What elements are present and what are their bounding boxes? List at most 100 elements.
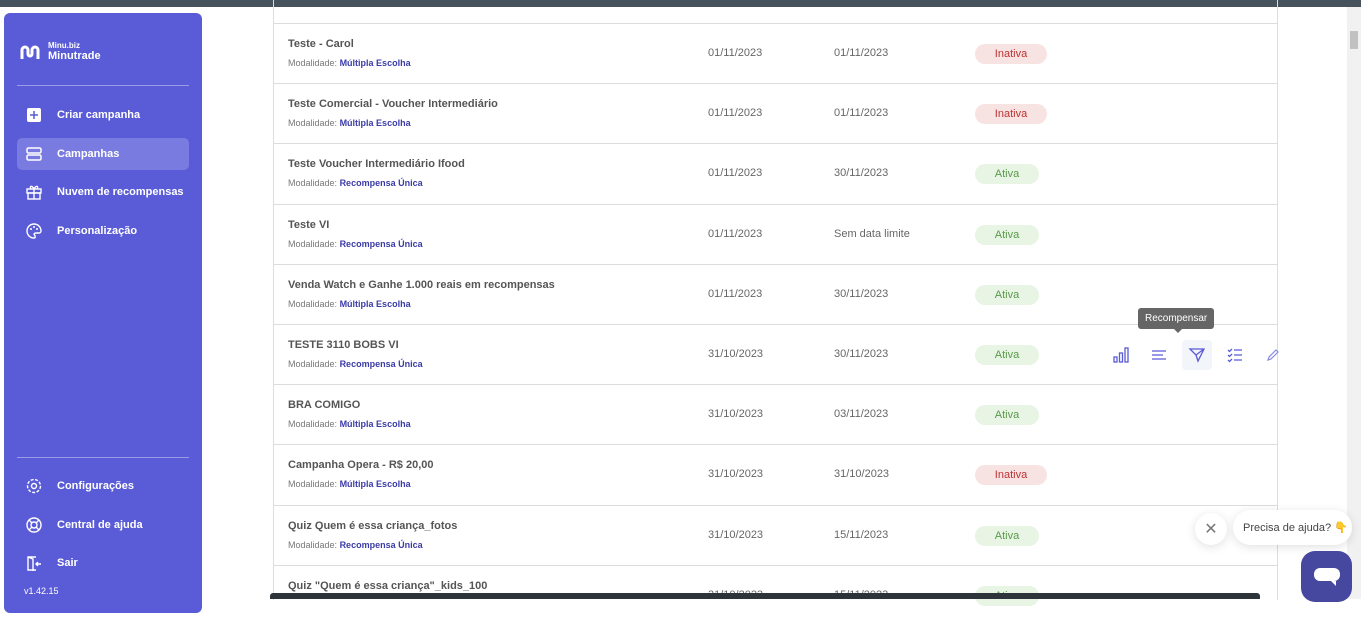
status-badge: Ativa xyxy=(975,224,1039,245)
campaign-table: Teste - Carol Modalidade: Múltipla Escolh… xyxy=(273,0,1279,606)
browser-top-bar xyxy=(0,0,1361,7)
chat-button[interactable] xyxy=(1301,551,1352,602)
end-date: Sem data limite xyxy=(834,227,910,240)
logout-icon xyxy=(27,556,41,571)
status-badge: Inativa xyxy=(975,104,1047,125)
sidebar-item-nuvem-de-recompensas[interactable]: Nuvem de recompensas xyxy=(17,176,189,208)
start-date: 01/11/2023 xyxy=(708,167,763,180)
bottom-bar xyxy=(270,593,1260,599)
brand-name: Minutrade xyxy=(48,50,101,62)
sidebar-item-central-de-ajuda[interactable]: Central de ajuda xyxy=(17,509,189,541)
start-date: 31/10/2023 xyxy=(708,468,764,481)
palette-icon xyxy=(26,222,42,239)
campaign-name[interactable]: Teste Voucher Intermediário Ifood xyxy=(288,158,465,171)
campaign-modality: Modalidade: Múltipla Escolha xyxy=(288,419,411,430)
status-badge: Ativa xyxy=(975,405,1039,426)
campaign-modality: Modalidade: Recompensa Única xyxy=(288,238,423,249)
lines-icon xyxy=(1152,350,1166,360)
sidebar-item-label: Sair xyxy=(57,557,78,569)
lines-button[interactable] xyxy=(1144,340,1174,370)
table-row[interactable]: Quiz Quem é essa criança_fotos Modalidade… xyxy=(274,504,1278,565)
campaign-modality: Modalidade: Recompensa Única xyxy=(288,359,423,369)
table-row[interactable]: Campanha Opera - R$ 20,00 Modalidade: Múl… xyxy=(274,444,1278,504)
brand-sub: Minu.biz xyxy=(48,41,80,50)
end-date: 01/11/2023 xyxy=(834,107,889,120)
status-badge: Ativa xyxy=(975,345,1039,365)
sidebar-item-sair[interactable]: Sair xyxy=(17,547,189,579)
end-date: 03/11/2023 xyxy=(834,408,889,421)
sidebar-item-label: Nuvem de recompensas xyxy=(57,186,184,198)
table-row[interactable]: Teste Comercial - Voucher Intermediário M… xyxy=(274,83,1278,143)
list-icon xyxy=(26,146,42,161)
campaign-modality: Modalidade: Múltipla Escolha xyxy=(288,298,411,309)
campaign-name[interactable]: TESTE 3110 BOBS VI xyxy=(288,339,399,351)
scrollbar-thumb[interactable] xyxy=(1350,31,1358,49)
help-message[interactable]: Precisa de ajuda? 👇 xyxy=(1233,510,1352,545)
start-date: 01/11/2023 xyxy=(708,227,763,240)
row-actions xyxy=(1106,340,1288,370)
sidebar-item-label: Configurações xyxy=(57,480,135,492)
campaign-modality: Modalidade: Múltipla Escolha xyxy=(288,479,411,490)
sidebar-item-criar-campanha[interactable]: Criar campanha xyxy=(17,99,189,131)
status-badge: Ativa xyxy=(975,284,1039,305)
help-close-button[interactable]: ✕ xyxy=(1195,513,1227,545)
campaign-name[interactable]: Campanha Opera - R$ 20,00 xyxy=(288,459,434,472)
campaign-name[interactable]: Quiz "Quem é essa criança"_kids_100 xyxy=(288,579,488,592)
campaign-name[interactable]: Teste - Carol xyxy=(288,38,354,50)
sidebar-item-configura-es[interactable]: Configurações xyxy=(17,470,189,502)
start-date: 01/11/2023 xyxy=(708,287,763,300)
chat-icon xyxy=(1313,567,1340,586)
sidebar-item-label: Criar campanha xyxy=(57,109,141,121)
end-date: 30/11/2023 xyxy=(834,287,889,300)
bar-chart-icon xyxy=(1113,347,1129,363)
sidebar-item-personaliza-o[interactable]: Personalização xyxy=(17,215,189,247)
status-badge: Ativa xyxy=(975,525,1039,546)
campaign-name[interactable]: Venda Watch e Ganhe 1.000 reais em recom… xyxy=(288,278,555,291)
end-date: 30/11/2023 xyxy=(834,167,889,180)
tooltip-recompensar: Recompensar xyxy=(1138,308,1215,333)
start-date: 31/10/2023 xyxy=(708,408,764,421)
start-date: 31/10/2023 xyxy=(708,348,764,360)
pencil-icon xyxy=(1267,349,1279,361)
start-date: 01/11/2023 xyxy=(708,107,763,120)
sidebar-item-label: Central de ajuda xyxy=(57,518,143,531)
table-row[interactable]: Teste - Carol Modalidade: Múltipla Escolh… xyxy=(274,23,1278,83)
status-badge: Inativa xyxy=(975,465,1047,486)
lifebuoy-icon xyxy=(26,516,42,533)
send-button[interactable] xyxy=(1182,340,1212,370)
sidebar-item-label: Campanhas xyxy=(57,147,120,160)
divider xyxy=(17,85,189,86)
campaign-modality: Modalidade: Recompensa Única xyxy=(288,178,423,189)
minutrade-logo-icon xyxy=(20,45,40,59)
table-row[interactable]: Teste Voucher Intermediário Ifood Modalid… xyxy=(274,143,1278,203)
divider xyxy=(17,457,189,458)
table-row[interactable]: Venda Watch e Ganhe 1.000 reais em recom… xyxy=(274,263,1278,324)
campaign-name[interactable]: Teste VI xyxy=(288,218,330,231)
end-date: 30/11/2023 xyxy=(834,348,889,360)
status-badge: Ativa xyxy=(975,164,1039,185)
table-row[interactable]: BRA COMIGO Modalidade: Múltipla Escolha 31… xyxy=(274,384,1278,444)
bar-chart-button[interactable] xyxy=(1106,340,1136,370)
send-icon xyxy=(1188,348,1206,363)
end-date: 15/11/2023 xyxy=(834,528,889,541)
campaign-name[interactable]: BRA COMIGO xyxy=(288,399,361,412)
gear-icon xyxy=(26,478,42,494)
pencil-button[interactable] xyxy=(1258,340,1288,370)
sidebar-item-label: Personalização xyxy=(57,224,138,237)
campaign-modality: Modalidade: Múltipla Escolha xyxy=(288,58,411,68)
brand-logo[interactable]: Minu.biz Minutrade xyxy=(20,41,101,62)
checklist-button[interactable] xyxy=(1220,340,1250,370)
table-row[interactable]: TESTE 3110 BOBS VI Modalidade: Recompensa… xyxy=(274,324,1279,384)
scrollbar[interactable] xyxy=(1347,7,1361,599)
campaign-modality: Modalidade: Recompensa Única xyxy=(288,539,423,550)
version-label: v1.42.15 xyxy=(24,586,59,596)
table-row[interactable]: Teste VI Modalidade: Recompensa Única 01/1… xyxy=(274,203,1278,264)
end-date: 31/10/2023 xyxy=(834,468,890,481)
campaign-modality: Modalidade: Múltipla Escolha xyxy=(288,118,411,129)
sidebar: Minu.biz Minutrade Criar campanha Campanha… xyxy=(4,13,202,613)
sidebar-item-campanhas[interactable]: Campanhas xyxy=(17,137,189,170)
start-date: 31/10/2023 xyxy=(708,528,764,541)
campaign-name[interactable]: Teste Comercial - Voucher Intermediário xyxy=(288,98,498,111)
start-date: 01/11/2023 xyxy=(708,47,763,59)
campaign-name[interactable]: Quiz Quem é essa criança_fotos xyxy=(288,519,458,532)
